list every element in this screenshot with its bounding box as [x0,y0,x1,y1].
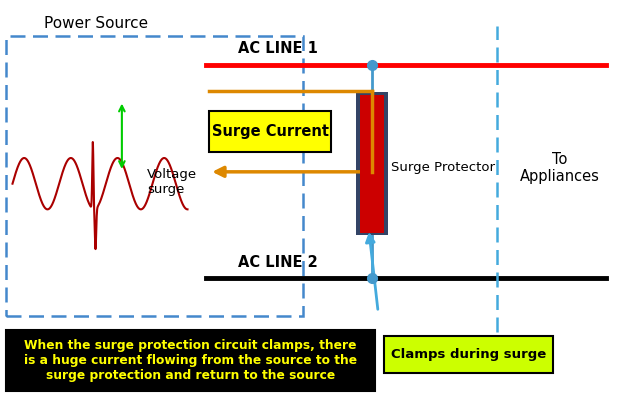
Bar [384,336,553,373]
Bar [356,92,388,235]
Text: Surge Protector: Surge Protector [391,162,494,174]
Text: AC LINE 2: AC LINE 2 [238,255,318,270]
Text: Voltage
surge: Voltage surge [147,168,197,196]
Bar [6,330,375,391]
Bar [360,95,384,233]
Text: AC LINE 1: AC LINE 1 [238,41,318,56]
Text: Power Source: Power Source [44,16,148,31]
Text: Clamps during surge: Clamps during surge [391,348,546,361]
Bar [6,36,303,316]
Text: Surge Current: Surge Current [212,124,329,139]
Text: To
Appliances: To Appliances [519,152,599,184]
Text: When the surge protection circuit clamps, there
is a huge current flowing from t: When the surge protection circuit clamps… [24,339,357,382]
Bar [209,111,331,152]
